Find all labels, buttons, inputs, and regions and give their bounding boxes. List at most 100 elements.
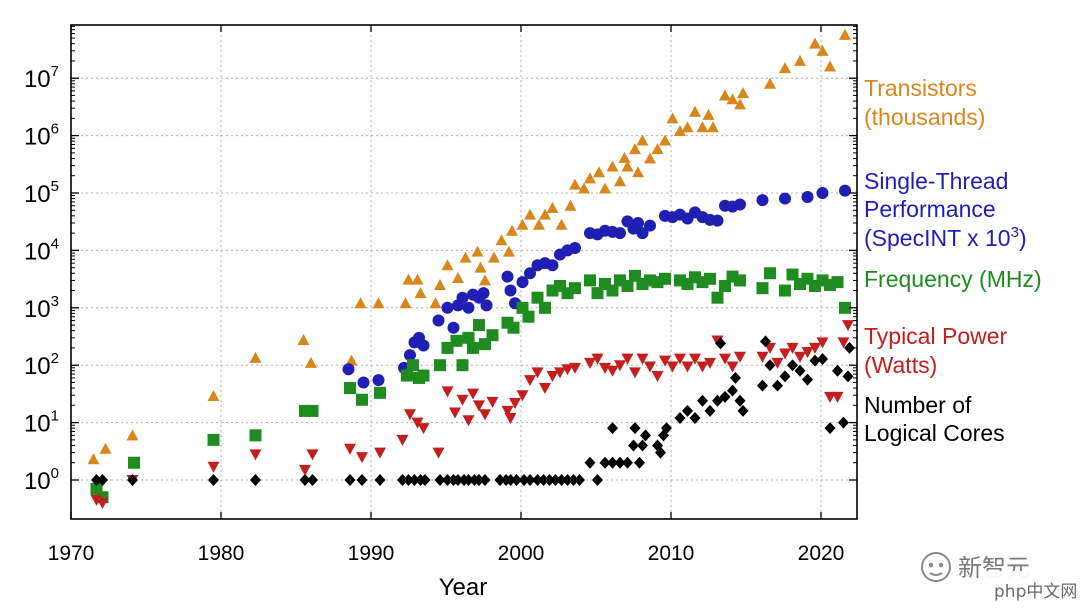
data-point [632, 166, 644, 178]
x-tick-label: 1980 [198, 542, 245, 565]
data-point [434, 278, 446, 290]
data-point [524, 474, 536, 486]
data-point [794, 351, 806, 363]
data-point [607, 456, 618, 469]
y-tick-label: 100 [24, 465, 59, 495]
data-point [734, 274, 746, 287]
x-axis-label: Year [439, 574, 488, 601]
legend-specint-base: (SpecINT x 10 [864, 225, 1011, 251]
data-point [411, 273, 424, 285]
data-point [374, 386, 386, 399]
data-point [824, 422, 836, 435]
data-point [511, 474, 522, 486]
data-point [344, 443, 356, 455]
data-point [696, 121, 709, 133]
watermark-badge [985, 571, 1078, 609]
data-point [569, 282, 581, 295]
data-point [550, 474, 561, 486]
data-point [794, 364, 806, 377]
legend-specint-sup: 3 [1011, 224, 1019, 241]
legend-transistors: Transistors (thousands) [864, 75, 985, 130]
data-point [494, 474, 506, 486]
y-tick-label: 106 [24, 121, 59, 151]
data-point [712, 394, 723, 407]
data-point [734, 98, 746, 110]
data-point [518, 474, 530, 486]
data-point [250, 474, 261, 486]
legend-transistors-line-1: Transistors [864, 75, 977, 101]
data-point [592, 474, 603, 486]
data-point [561, 364, 574, 376]
data-point [452, 272, 464, 284]
data-point [727, 384, 738, 397]
data-point [578, 182, 590, 194]
data-point [621, 279, 634, 292]
data-point [730, 371, 741, 384]
data-point [467, 341, 479, 354]
data-point [501, 270, 514, 283]
data-point [409, 474, 420, 486]
data-point [480, 299, 493, 312]
data-point [344, 382, 356, 395]
grid-lines [70, 25, 857, 519]
data-point [651, 370, 664, 382]
data-point [356, 452, 368, 464]
data-point [737, 87, 749, 99]
data-points [87, 28, 855, 509]
data-point [764, 77, 776, 89]
data-point [506, 224, 518, 236]
data-point [419, 474, 431, 486]
data-point [629, 367, 641, 379]
data-point [779, 348, 791, 360]
legend-specint-end: ) [1019, 225, 1027, 251]
data-point [396, 434, 409, 446]
data-point [456, 291, 469, 304]
data-point [734, 394, 746, 407]
data-point [844, 341, 855, 354]
data-point [842, 370, 854, 383]
legend-power-line-1: Typical Power [864, 323, 1008, 349]
data-point [442, 474, 453, 486]
y-tick-label: 105 [24, 178, 59, 208]
data-point [126, 429, 139, 441]
data-point [345, 354, 358, 366]
data-point [404, 349, 416, 362]
data-point [831, 276, 844, 289]
data-point [473, 474, 485, 486]
data-point [772, 379, 783, 392]
data-point [401, 369, 413, 382]
data-point [486, 396, 499, 408]
data-point [640, 429, 651, 442]
axis-ticks [70, 25, 857, 519]
data-point [462, 415, 475, 427]
data-point [832, 364, 843, 377]
data-point [90, 494, 103, 506]
y-axis-tick-labels: 100 101 102 103 104 105 106 107 [24, 63, 59, 495]
data-point [584, 274, 596, 287]
data-point [522, 310, 535, 323]
data-point [651, 143, 664, 155]
data-point [621, 160, 634, 172]
data-point [504, 413, 517, 425]
data-point [584, 172, 596, 184]
data-point [473, 319, 485, 332]
x-tick-label: 2000 [498, 542, 545, 565]
data-point [719, 353, 731, 365]
watermark-brand-right: php中文网 [994, 582, 1077, 602]
data-point [459, 251, 472, 263]
data-point [704, 272, 716, 285]
data-point [614, 227, 626, 240]
data-point [569, 362, 581, 374]
data-point [531, 367, 544, 379]
legend-transistors-line-2: (thousands) [864, 104, 985, 130]
data-point [584, 456, 596, 469]
data-point [621, 353, 634, 365]
data-point [414, 287, 427, 299]
data-point [554, 367, 566, 379]
data-point [779, 370, 791, 383]
data-point [372, 297, 385, 309]
data-point [299, 464, 311, 476]
series-frequency-mhz [90, 267, 851, 504]
data-point [128, 456, 140, 469]
data-point [711, 291, 724, 304]
